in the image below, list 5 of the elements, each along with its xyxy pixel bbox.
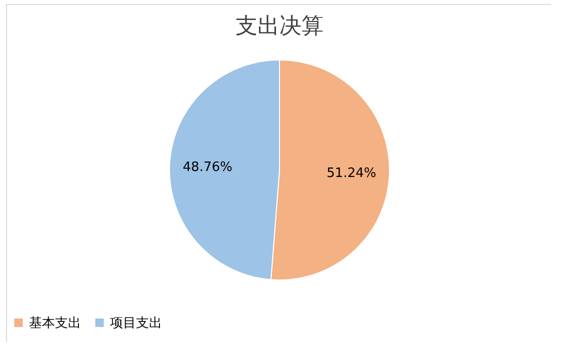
legend-label: 项目支出 xyxy=(110,316,162,331)
legend-label: 基本支出 xyxy=(29,316,81,331)
data-label: 48.76% xyxy=(182,160,232,176)
chart-title: 支出决算 xyxy=(236,14,324,39)
data-label: 51.24% xyxy=(326,166,376,181)
